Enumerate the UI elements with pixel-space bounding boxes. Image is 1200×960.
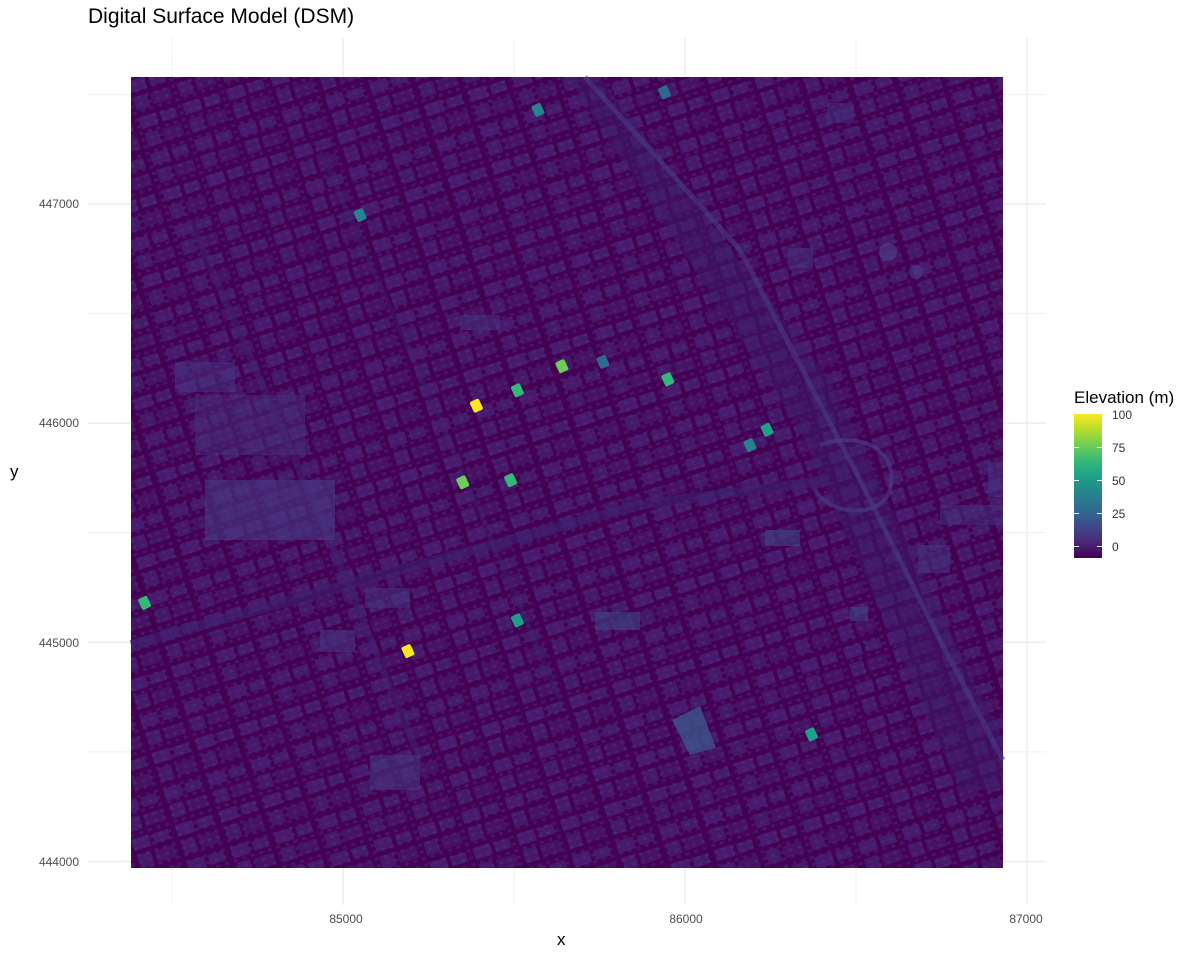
- tall-buildings: [138, 85, 818, 742]
- y-axis-label: y: [10, 462, 19, 481]
- tall-building-marker: [511, 613, 524, 628]
- legend-tick-mark: [1074, 480, 1079, 481]
- x-tick-label: 86000: [669, 912, 703, 926]
- highway-road-line: [583, 75, 1006, 762]
- tall-building-marker: [353, 208, 367, 222]
- highway-loop: [813, 438, 894, 513]
- tall-building-marker: [504, 473, 517, 488]
- x-tick-label: 87000: [1009, 912, 1043, 926]
- tall-building-marker: [743, 438, 757, 453]
- large-building: [195, 395, 305, 455]
- tall-building-marker: [469, 398, 483, 413]
- legend-tick-mark: [1097, 480, 1102, 481]
- tall-building-marker: [401, 644, 415, 658]
- tall-building-marker: [658, 85, 671, 100]
- legend-tick-label: 100: [1112, 408, 1133, 422]
- y-tick-label: 446000: [38, 416, 79, 430]
- large-building: [918, 545, 950, 573]
- raster-layer: [129, 75, 1006, 868]
- legend-tick-mark: [1097, 447, 1102, 448]
- large-building: [765, 530, 800, 546]
- y-tick-label: 444000: [38, 855, 79, 869]
- large-building: [320, 630, 355, 652]
- large-building: [460, 315, 500, 330]
- y-tick-label: 445000: [38, 636, 79, 650]
- legend-tick-mark: [1074, 513, 1079, 514]
- large-building: [827, 103, 854, 123]
- large-building: [365, 588, 410, 608]
- roundabout: [909, 265, 923, 279]
- domed-hall: [672, 706, 716, 755]
- tall-building-marker: [531, 102, 545, 117]
- tall-building-marker: [511, 383, 524, 398]
- legend-tick-mark: [1074, 546, 1079, 547]
- large-building: [595, 612, 640, 630]
- legend-tick-label: 75: [1112, 441, 1126, 455]
- large-building: [205, 480, 335, 540]
- railway-line: [186, 218, 424, 762]
- legend-title: Elevation (m): [1074, 388, 1175, 407]
- plot-title: Digital Surface Model (DSM): [88, 5, 355, 28]
- large-building: [175, 362, 235, 392]
- legend-tick-label: 0: [1112, 540, 1119, 554]
- large-building: [988, 462, 1003, 497]
- large-building: [850, 607, 868, 621]
- secondary-road-line: [317, 148, 563, 701]
- x-tick-label: 85000: [329, 912, 363, 926]
- tall-building-marker: [661, 372, 675, 387]
- large-building: [940, 505, 1003, 525]
- large-building: [370, 755, 420, 790]
- tall-building-marker: [555, 359, 569, 374]
- legend-tick-label: 25: [1112, 507, 1126, 521]
- x-axis-label: x: [557, 930, 566, 949]
- main-road-line: [129, 475, 831, 650]
- legend-tick-mark: [1074, 447, 1079, 448]
- tall-building-marker: [760, 422, 774, 437]
- roundabout: [879, 243, 897, 261]
- legend: Elevation (m) 0 25 50 75 100: [1074, 388, 1194, 568]
- tall-building-marker: [138, 595, 152, 610]
- tall-building-marker: [456, 475, 470, 490]
- y-tick-label: 447000: [38, 197, 79, 211]
- legend-colorbar: [1074, 414, 1102, 558]
- tall-building-marker: [805, 727, 818, 742]
- large-building: [788, 248, 813, 268]
- highway-band: [568, 77, 1003, 790]
- legend-tick-mark: [1097, 546, 1102, 547]
- tall-building-marker: [596, 354, 610, 369]
- legend-tick-mark: [1097, 513, 1102, 514]
- legend-tick-label: 50: [1112, 474, 1126, 488]
